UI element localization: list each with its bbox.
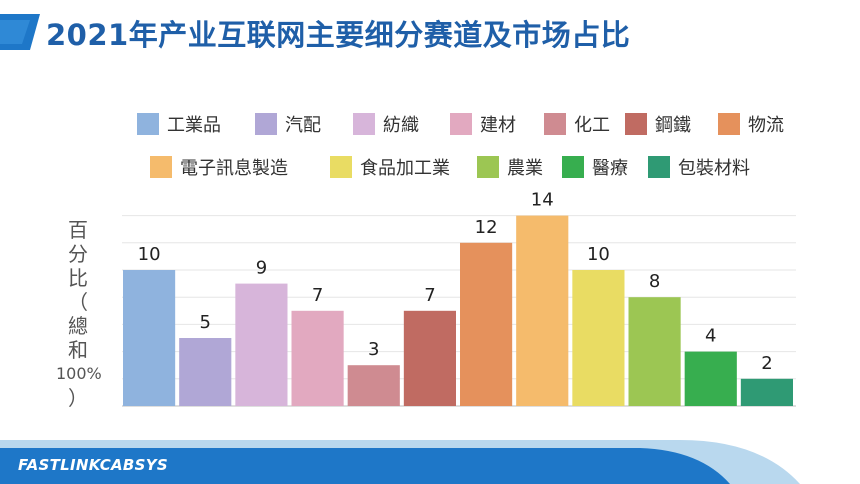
legend-swatch — [477, 156, 499, 178]
legend-label: 包裝材料 — [678, 158, 750, 179]
legend-label: 食品加工業 — [360, 158, 450, 179]
legend-label: 電子訊息製造 — [180, 158, 288, 179]
legend-swatch — [718, 113, 740, 135]
y-axis-label-part: 總 — [68, 314, 88, 338]
y-axis-label-part: 和 — [68, 338, 88, 362]
data-label: 14 — [531, 190, 554, 211]
legend-label: 農業 — [507, 158, 543, 179]
legend-label: 化工 — [574, 115, 610, 136]
y-axis-label-part: 分 — [68, 242, 88, 266]
y-axis-label-part: ） — [68, 386, 88, 410]
legend-label: 工業品 — [167, 115, 221, 136]
data-label: 2 — [761, 353, 772, 374]
title-accent-bar — [0, 14, 40, 50]
y-axis-label-part: 100% — [56, 364, 102, 383]
bar — [740, 378, 793, 406]
legend-swatch — [150, 156, 172, 178]
bar — [403, 310, 456, 406]
bar — [516, 215, 569, 406]
bar — [628, 297, 681, 406]
data-label: 9 — [256, 258, 267, 279]
legend-swatch — [625, 113, 647, 135]
bar — [347, 365, 400, 406]
legend-label: 紡織 — [383, 115, 419, 136]
legend-label: 物流 — [748, 115, 784, 136]
legend-label: 建材 — [480, 115, 516, 136]
bar — [291, 310, 344, 406]
legend-swatch — [450, 113, 472, 135]
legend-label: 鋼鐵 — [655, 115, 691, 136]
legend-swatch — [353, 113, 375, 135]
legend-swatch — [562, 156, 584, 178]
data-label: 3 — [368, 339, 379, 360]
footer-brand: FASTLINKCABSYS — [18, 456, 169, 474]
bar — [235, 283, 288, 406]
bar — [460, 242, 513, 406]
legend-swatch — [330, 156, 352, 178]
y-axis-label: 百 分 比 （ 總 和 100% ） — [56, 218, 102, 410]
legend-label: 汽配 — [285, 115, 321, 136]
legend-swatch — [137, 113, 159, 135]
bar — [179, 338, 232, 406]
y-axis-label-part: 比 — [68, 266, 88, 290]
data-label: 4 — [705, 326, 716, 347]
bar — [684, 351, 737, 406]
chart-title: 2021年产业互联网主要细分赛道及市场占比 — [46, 18, 631, 52]
legend-label: 醫療 — [592, 158, 628, 179]
data-label: 5 — [200, 312, 211, 333]
y-axis-label-part: （ — [68, 290, 88, 314]
data-label: 8 — [649, 271, 660, 292]
data-label: 10 — [138, 244, 161, 265]
legend-swatch — [255, 113, 277, 135]
footer-band — [0, 440, 800, 484]
legend-swatch — [648, 156, 670, 178]
data-label: 7 — [424, 285, 435, 306]
data-label: 12 — [475, 217, 498, 238]
bar — [123, 270, 176, 406]
data-label: 10 — [587, 244, 610, 265]
y-axis-label-part: 百 — [68, 218, 88, 242]
legend-swatch — [544, 113, 566, 135]
bar — [572, 270, 625, 406]
data-label: 7 — [312, 285, 323, 306]
